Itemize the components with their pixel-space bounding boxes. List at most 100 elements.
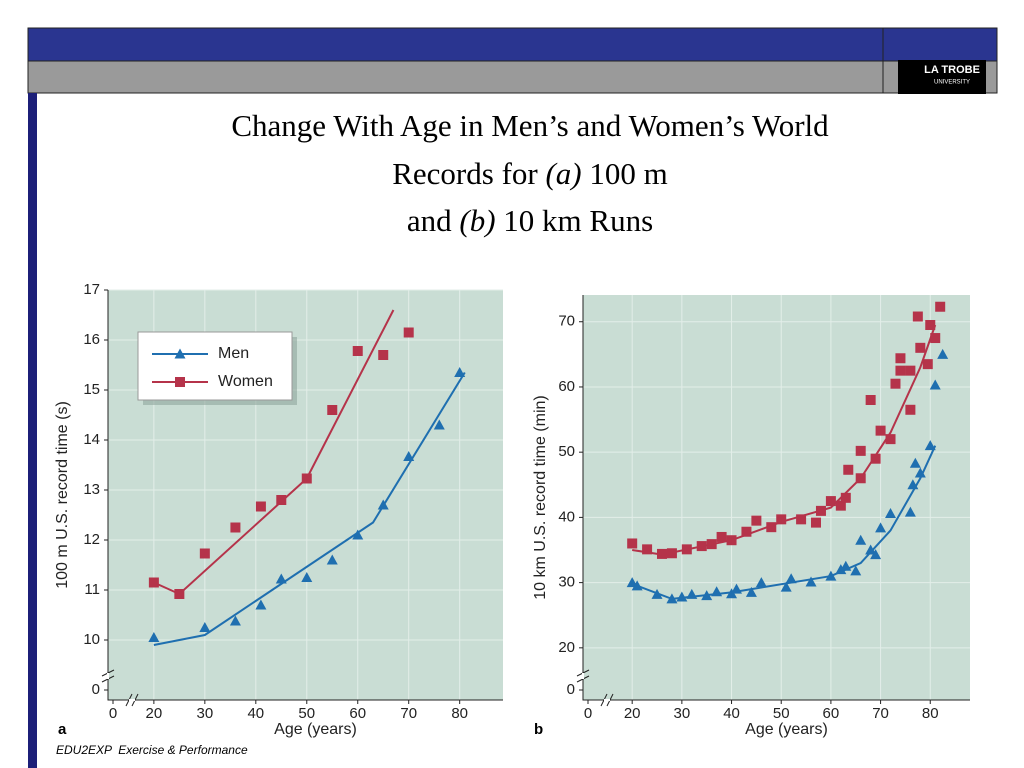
footer: EDU2EXP Exercise & Performance	[56, 743, 248, 757]
marker	[148, 577, 159, 588]
slide-title: and (b) 10 km Runs	[407, 203, 653, 238]
marker	[895, 365, 906, 376]
x-tick-label: 20	[624, 705, 641, 722]
marker	[843, 464, 854, 475]
marker	[706, 539, 717, 550]
marker	[805, 576, 817, 587]
title-part: 10 km Runs	[503, 203, 653, 238]
marker	[875, 522, 887, 533]
marker	[642, 544, 653, 555]
marker	[199, 622, 211, 632]
y-tick-label: 17	[83, 281, 100, 298]
marker	[275, 573, 287, 584]
marker	[929, 379, 941, 390]
x-axis-label: Age (years)	[274, 721, 357, 738]
marker	[631, 580, 643, 591]
marker	[255, 501, 266, 512]
x-tick-label: 20	[146, 705, 163, 722]
x-tick-label: 0	[584, 705, 592, 722]
marker	[905, 404, 916, 415]
marker	[701, 590, 713, 601]
marker	[840, 492, 851, 503]
marker	[454, 367, 466, 377]
x-tick-label: 80	[451, 705, 468, 722]
marker	[731, 583, 743, 594]
marker	[175, 377, 185, 387]
marker	[726, 535, 737, 546]
fit-line	[153, 309, 395, 596]
x-axis-label: Age (years)	[745, 721, 828, 738]
marker	[352, 346, 363, 356]
title-part: (a)	[545, 156, 581, 191]
y-tick-label: 40	[558, 508, 575, 525]
marker	[865, 544, 877, 555]
fit-line	[153, 371, 466, 646]
marker	[716, 531, 727, 542]
marker	[935, 301, 946, 312]
header-bar-gray	[27, 60, 998, 94]
marker	[835, 500, 846, 511]
y-tick-label: 30	[558, 574, 575, 591]
title-part: and	[407, 203, 452, 238]
marker	[676, 591, 688, 602]
side-bar	[28, 93, 37, 768]
marker	[174, 589, 185, 599]
marker	[885, 434, 896, 445]
marker	[825, 570, 837, 581]
logo-text: LA TROBE	[924, 64, 980, 76]
y-tick-label: 50	[558, 443, 575, 460]
marker	[875, 425, 886, 436]
marker	[909, 457, 921, 468]
marker	[199, 548, 210, 559]
x-tick-label: 50	[298, 705, 315, 722]
marker	[855, 534, 867, 545]
y-tick-label: 70	[558, 313, 575, 330]
marker	[870, 453, 881, 464]
x-tick-label: 60	[349, 705, 366, 722]
marker	[925, 320, 936, 330]
marker	[656, 548, 667, 559]
marker	[905, 365, 916, 376]
marker	[785, 573, 797, 584]
marker	[915, 342, 926, 353]
axis-break-gap	[107, 673, 109, 679]
y-axis-label: 100 m U.S. record time (s)	[54, 401, 71, 589]
marker	[352, 529, 364, 540]
marker	[850, 565, 862, 576]
y-tick-label: 13	[83, 481, 100, 498]
marker	[433, 419, 445, 430]
marker	[780, 581, 792, 592]
x-tick-label: 40	[247, 705, 264, 722]
header-bar	[27, 27, 998, 62]
marker	[912, 311, 923, 322]
title-part: Records for	[392, 156, 538, 191]
marker	[890, 378, 901, 389]
legend-label: Women	[218, 373, 273, 390]
x-tick-label: 70	[400, 705, 417, 722]
panel-label: a	[58, 721, 67, 738]
marker	[870, 549, 882, 560]
marker	[914, 467, 926, 478]
marker	[174, 348, 186, 359]
marker	[148, 632, 160, 642]
marker	[907, 479, 919, 490]
marker	[686, 588, 698, 599]
marker	[855, 473, 866, 484]
marker	[378, 350, 389, 360]
x-tick-label: 70	[872, 705, 889, 722]
marker	[755, 577, 767, 588]
marker	[301, 572, 313, 582]
marker	[924, 440, 936, 451]
marker	[230, 522, 241, 533]
legend-label: Men	[218, 345, 249, 362]
x-tick-label: 60	[823, 705, 840, 722]
marker	[855, 445, 866, 456]
marker	[930, 333, 941, 344]
marker	[922, 359, 933, 370]
y-tick-label: 11	[84, 581, 100, 598]
axis-break-gap	[582, 673, 584, 679]
marker	[666, 593, 678, 604]
marker	[327, 405, 338, 415]
y-tick-label: 12	[83, 531, 100, 548]
